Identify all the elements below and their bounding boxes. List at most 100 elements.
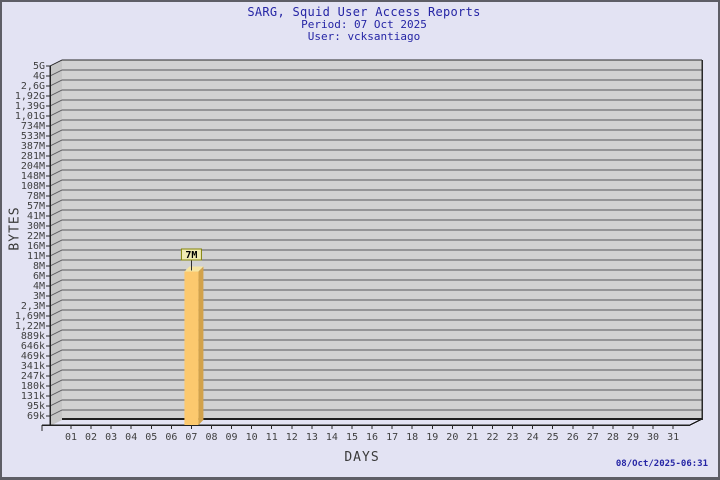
x-axis-tick-label: 25 xyxy=(547,432,559,443)
wall-grid-line xyxy=(49,399,63,407)
y-axis-tick-label: 1,01G xyxy=(15,111,45,122)
y-axis-tick-label: 3M xyxy=(33,291,45,302)
x-axis-tick-label: 14 xyxy=(326,432,338,443)
y-axis-tick-label: 1,69M xyxy=(15,311,45,322)
x-axis-tick-label: 19 xyxy=(426,432,438,443)
x-axis-tick-label: 11 xyxy=(266,432,278,443)
x-axis-tick-label: 15 xyxy=(346,432,358,443)
y-axis-tick-label: 281M xyxy=(21,151,45,162)
wall-grid-line xyxy=(49,299,63,307)
y-axis-tick-label: 341k xyxy=(21,361,45,372)
x-axis-title: DAYS xyxy=(344,450,380,465)
y-axis-tick-label: 2,3M xyxy=(21,301,45,312)
wall-grid-line xyxy=(49,179,63,187)
x-axis-tick-label: 09 xyxy=(226,432,238,443)
wall-grid-line xyxy=(49,379,63,387)
y-axis-tick-label: 533M xyxy=(21,131,45,142)
y-axis-tick-label: 204M xyxy=(21,161,45,172)
y-axis-tick-label: 16M xyxy=(27,241,45,252)
y-axis-tick-label: 148M xyxy=(21,171,45,182)
y-axis-tick-label: 41M xyxy=(27,211,45,222)
wall-grid-line xyxy=(49,309,63,317)
wall-grid-line xyxy=(49,409,63,417)
wall-grid-line xyxy=(49,389,63,397)
y-axis-tick-label: 646k xyxy=(21,341,45,352)
report-user: User: vcksantiago xyxy=(307,30,421,43)
report-period: Period: 07 Oct 2025 xyxy=(301,18,427,31)
bar-value-label: 7M xyxy=(180,248,202,271)
wall-grid-line xyxy=(49,149,63,157)
y-axis-tick-label: 734M xyxy=(21,121,45,132)
y-axis-tick-label: 131k xyxy=(21,391,45,402)
wall-grid-line xyxy=(49,129,63,137)
value-label-box xyxy=(180,248,202,261)
x-axis-tick-label: 07 xyxy=(185,432,197,443)
wall-grid-line xyxy=(49,139,63,147)
x-axis-tick-label: 10 xyxy=(246,432,258,443)
wall-grid-line xyxy=(49,119,63,127)
y-axis-tick-label: 4G xyxy=(33,71,45,82)
wall-grid-line xyxy=(49,99,63,107)
y-axis-tick-label: 95k xyxy=(27,401,45,412)
wall-grid-line xyxy=(49,199,63,207)
x-axis-tick-label: 01 xyxy=(65,432,77,443)
wall-grid-line xyxy=(49,269,63,277)
x-axis-tick-label: 12 xyxy=(286,432,298,443)
axis-wall xyxy=(49,59,63,426)
y-axis-title: BYTES xyxy=(7,206,23,251)
y-axis-tick-label: 1,39G xyxy=(15,101,45,112)
wall-grid-line xyxy=(49,339,63,347)
x-axis-tick-label: 16 xyxy=(366,432,378,443)
x-axis-tick-label: 24 xyxy=(527,432,539,443)
wall-grid-line xyxy=(49,159,63,167)
y-axis: 5G4G2,6G1,92G1,39G1,01G734M533M387M281M2… xyxy=(15,61,50,422)
y-axis-tick-label: 5G xyxy=(33,61,45,72)
y-axis-tick-label: 78M xyxy=(27,191,45,202)
y-axis-tick-label: 30M xyxy=(27,221,45,232)
x-axis-tick-label: 08 xyxy=(205,432,217,443)
wall-grid-line xyxy=(49,369,63,377)
wall-grid-line xyxy=(49,189,63,197)
wall-top-edge xyxy=(49,59,63,67)
x-axis-tick-label: 04 xyxy=(125,432,137,443)
x-axis-tick-label: 17 xyxy=(386,432,398,443)
y-axis-tick-label: 2,6G xyxy=(21,81,45,92)
y-axis-tick-label: 247k xyxy=(21,371,45,382)
x-axis-tick-label: 30 xyxy=(647,432,659,443)
x-axis-tick-label: 28 xyxy=(607,432,619,443)
bar-top-face xyxy=(184,266,204,272)
x-axis: 01 02 03 04 05 06 07 08 09 10 11 12 13 14 15 16 17 18 19 20… xyxy=(41,418,703,443)
y-axis-tick-label: 469k xyxy=(21,351,45,362)
wall-grid-line xyxy=(49,239,63,247)
x-axis-tick-label: 27 xyxy=(587,432,599,443)
wall-grid-line xyxy=(49,319,63,327)
x-axis-tick-label: 31 xyxy=(667,432,679,443)
y-axis-tick-label: 57M xyxy=(27,201,45,212)
y-axis-tick-label: 22M xyxy=(27,231,45,242)
y-axis-tick-label: 1,92G xyxy=(15,91,45,102)
bar-side-face xyxy=(198,266,204,425)
report-header: SARG, Squid User Access Reports Period: … xyxy=(10,6,718,43)
y-axis-tick-label: 11M xyxy=(27,251,45,262)
wall-grid-line xyxy=(49,169,63,177)
bar-day-07 xyxy=(184,266,204,425)
wall-grid-line xyxy=(49,69,63,77)
x-axis-tick-label: 26 xyxy=(567,432,579,443)
generated-timestamp: 08/Oct/2025-06:31 xyxy=(615,459,708,469)
wall-grid-line xyxy=(49,229,63,237)
y-axis-tick-label: 8M xyxy=(33,261,45,272)
x-axis-tick-label: 18 xyxy=(406,432,418,443)
x-axis-tick-label: 03 xyxy=(105,432,117,443)
y-axis-tick-label: 889k xyxy=(21,331,45,342)
wall-grid-line xyxy=(49,279,63,287)
wall-grid-line xyxy=(49,89,63,97)
y-axis-tick-label: 4M xyxy=(33,281,45,292)
x-axis-tick-label: 02 xyxy=(85,432,97,443)
y-axis-tick-label: 387M xyxy=(21,141,45,152)
bar-front-face xyxy=(184,271,199,425)
wall-grid-line xyxy=(49,349,63,357)
x-axis-tick-label: 06 xyxy=(165,432,177,443)
x-axis-tick-label: 13 xyxy=(306,432,318,443)
x-axis-tick-label: 23 xyxy=(507,432,519,443)
